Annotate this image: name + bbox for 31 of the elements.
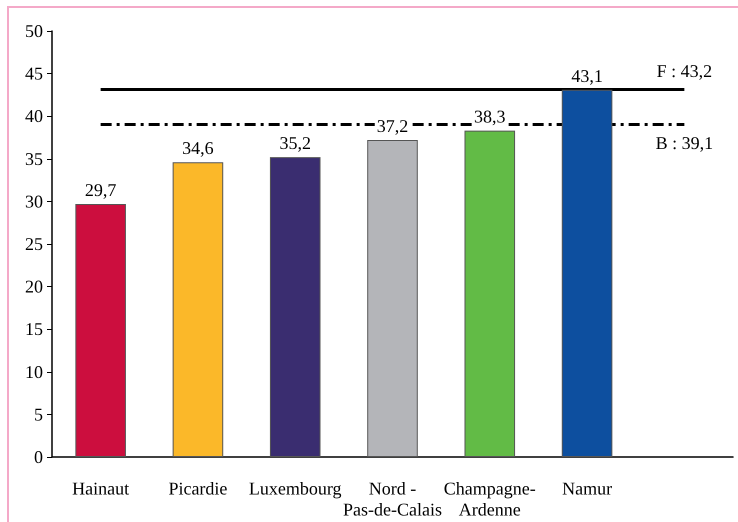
bar [270,157,321,457]
bar [562,90,612,457]
x-tick-label: Champagne- Ardenne [444,478,536,520]
y-tick-label: 15 [25,319,43,340]
x-tick-label: Picardie [168,478,228,498]
y-tick-label: 0 [34,447,43,467]
y-tick-label: 35 [25,148,43,169]
data-label: 43,1 [571,66,603,86]
y-tick-label: 50 [25,21,43,41]
bar [464,130,516,457]
y-tick-label: 5 [34,404,43,424]
y-tick-label: 40 [25,106,43,126]
bar [367,140,418,457]
y-tick-label: 10 [25,362,43,382]
data-label: 37,2 [376,116,408,136]
bar [75,204,126,457]
x-tick-label: Luxembourg [248,478,342,498]
x-tick-label: Hainaut [72,478,130,498]
y-tick-label: 45 [25,64,43,84]
data-label: 38,3 [474,106,506,127]
ref-line-label: B : 39,1 [656,132,714,153]
data-label: 34,6 [182,138,214,158]
x-tick-label: Namur [562,478,612,498]
data-label: 35,2 [279,133,311,154]
bar [172,162,224,457]
y-tick-label: 25 [25,234,43,254]
y-tick-label: 20 [25,276,43,297]
y-tick-label: 30 [25,191,43,212]
data-label: 29,7 [84,180,116,200]
ref-line-label: F : 43,2 [656,60,712,81]
x-tick-label: Nord - Pas-de-Calais [343,478,442,520]
